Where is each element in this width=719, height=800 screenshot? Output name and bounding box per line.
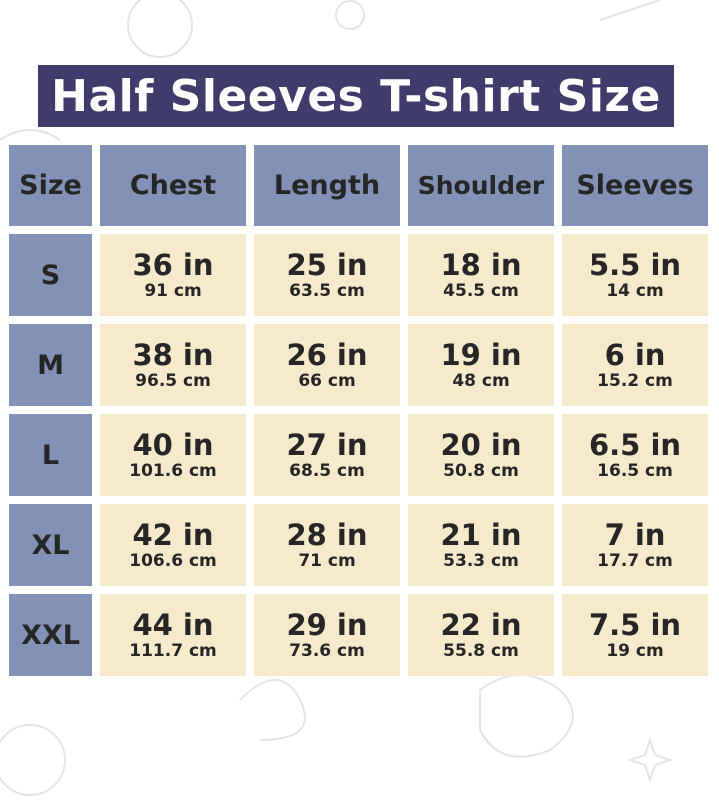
value-cm: 50.8 cm [443, 461, 519, 481]
value-cm: 19 cm [606, 641, 664, 661]
cell-length: 26 in 66 cm [254, 324, 400, 406]
header-length: Length [254, 145, 400, 226]
value-inches: 29 in [286, 608, 368, 642]
value-inches: 21 in [440, 518, 522, 552]
value-inches: 38 in [132, 338, 214, 372]
value-cm: 96.5 cm [135, 371, 211, 391]
value-inches: 6.5 in [588, 428, 682, 462]
value-cm: 45.5 cm [443, 281, 519, 301]
value-cm: 68.5 cm [289, 461, 365, 481]
cell-chest: 44 in 111.7 cm [100, 594, 246, 676]
header-size: Size [9, 145, 92, 226]
cell-length: 27 in 68.5 cm [254, 414, 400, 496]
value-cm: 15.2 cm [597, 371, 673, 391]
cell-chest: 40 in 101.6 cm [100, 414, 246, 496]
cell-length: 29 in 73.6 cm [254, 594, 400, 676]
cell-shoulder: 20 in 50.8 cm [408, 414, 554, 496]
value-inches: 42 in [132, 518, 214, 552]
value-inches: 25 in [286, 248, 368, 282]
value-cm: 73.6 cm [289, 641, 365, 661]
value-inches: 40 in [132, 428, 214, 462]
value-cm: 14 cm [606, 281, 664, 301]
value-inches: 5.5 in [588, 248, 682, 282]
cell-sleeves: 7.5 in 19 cm [562, 594, 708, 676]
size-label: XL [9, 504, 92, 586]
value-cm: 71 cm [298, 551, 356, 571]
cell-sleeves: 6 in 15.2 cm [562, 324, 708, 406]
cell-length: 25 in 63.5 cm [254, 234, 400, 316]
value-inches: 26 in [286, 338, 368, 372]
value-cm: 48 cm [452, 371, 510, 391]
value-inches: 19 in [440, 338, 522, 372]
value-cm: 106.6 cm [129, 551, 217, 571]
value-inches: 6 in [604, 338, 666, 372]
value-cm: 101.6 cm [129, 461, 217, 481]
cell-sleeves: 6.5 in 16.5 cm [562, 414, 708, 496]
header-shoulder: Shoulder [408, 145, 554, 226]
size-label: S [9, 234, 92, 316]
value-cm: 17.7 cm [597, 551, 673, 571]
cell-length: 28 in 71 cm [254, 504, 400, 586]
value-inches: 28 in [286, 518, 368, 552]
value-cm: 55.8 cm [443, 641, 519, 661]
value-cm: 53.3 cm [443, 551, 519, 571]
value-inches: 27 in [286, 428, 368, 462]
cell-sleeves: 5.5 in 14 cm [562, 234, 708, 316]
cell-chest: 38 in 96.5 cm [100, 324, 246, 406]
value-cm: 111.7 cm [129, 641, 217, 661]
value-inches: 7.5 in [588, 608, 682, 642]
cell-sleeves: 7 in 17.7 cm [562, 504, 708, 586]
size-label: L [9, 414, 92, 496]
cell-chest: 36 in 91 cm [100, 234, 246, 316]
value-inches: 20 in [440, 428, 522, 462]
value-inches: 18 in [440, 248, 522, 282]
value-cm: 66 cm [298, 371, 356, 391]
value-inches: 36 in [132, 248, 214, 282]
cell-chest: 42 in 106.6 cm [100, 504, 246, 586]
value-inches: 7 in [604, 518, 666, 552]
value-inches: 44 in [132, 608, 214, 642]
size-table: Size Chest Length Shoulder Sleeves S 36 i… [9, 145, 708, 676]
value-inches: 22 in [440, 608, 522, 642]
page-title: Half Sleeves T-shirt Size [38, 65, 674, 127]
cell-shoulder: 21 in 53.3 cm [408, 504, 554, 586]
size-label: XXL [9, 594, 92, 676]
header-sleeves: Sleeves [562, 145, 708, 226]
cell-shoulder: 22 in 55.8 cm [408, 594, 554, 676]
size-label: M [9, 324, 92, 406]
value-cm: 91 cm [144, 281, 202, 301]
value-cm: 16.5 cm [597, 461, 673, 481]
value-cm: 63.5 cm [289, 281, 365, 301]
cell-shoulder: 18 in 45.5 cm [408, 234, 554, 316]
cell-shoulder: 19 in 48 cm [408, 324, 554, 406]
header-chest: Chest [100, 145, 246, 226]
